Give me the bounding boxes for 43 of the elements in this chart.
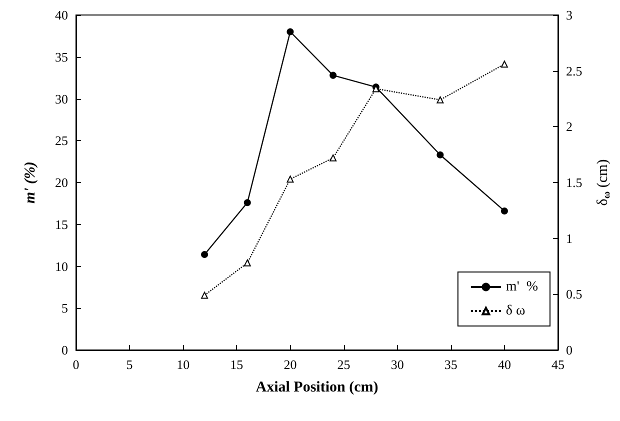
y2-tick-label: 1 [566,230,572,246]
x-tick-label: 0 [72,357,80,372]
x-tick-label: 45 [552,357,564,372]
point [201,292,208,299]
x-tick-label: 5 [126,357,133,372]
y-tick-label: 25 [55,133,68,148]
y2-tick-label: 2 [566,119,572,134]
x-tick-label: 35 [444,357,458,372]
y2-tick-label: 0 [566,342,572,358]
y-tick-label: 15 [55,216,68,232]
x-tick-label: 20 [284,357,297,372]
y-axis-title: m' (%) [22,161,38,204]
y-tick-label: 10 [55,258,68,274]
y2-tick-label: 3 [566,8,572,22]
y2-tick-label: 2.5 [566,63,582,78]
legend-label: δ ω [506,304,526,318]
y2-axis-title: δω (cm) [595,159,612,206]
x-tick-label: 10 [176,357,190,372]
y2-tick-label: 1.5 [566,175,582,190]
point [436,151,444,158]
point [244,259,251,266]
point [286,176,294,183]
x-tick-label: 15 [230,357,244,372]
y-tick-label: 30 [55,91,68,106]
point [436,96,444,104]
point [201,251,208,258]
y-tick-label: 5 [62,300,68,316]
point [330,72,337,79]
point [330,154,337,162]
y-tick-label: 0 [62,342,68,358]
y2-tick-label: 0.5 [566,286,582,302]
point [286,28,294,36]
y-tick-label: 35 [55,49,68,64]
point [244,199,251,206]
x-tick-label: 25 [337,357,350,372]
legend-label: m' % [506,280,538,294]
y-tick-label: 20 [55,175,68,190]
y-tick-label: 40 [55,8,68,22]
x-axis-title: Axial Position (cm) [256,380,378,396]
x-tick-label: 30 [390,357,404,372]
point [500,60,508,68]
point [500,207,508,214]
x-tick-label: 40 [498,357,511,372]
